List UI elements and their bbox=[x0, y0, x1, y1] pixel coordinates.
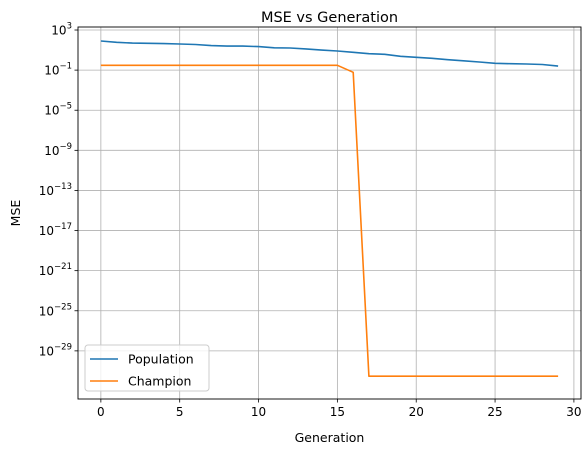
x-tick-label: 10 bbox=[251, 405, 266, 419]
legend: Population Champion bbox=[84, 344, 210, 392]
chart-title: MSE vs Generation bbox=[261, 10, 398, 26]
series-line-champion bbox=[100, 64, 559, 378]
x-tick-label: 15 bbox=[330, 405, 345, 419]
y-tick-label: 103 bbox=[51, 22, 72, 38]
plot-area bbox=[78, 27, 581, 399]
x-tick-label: 30 bbox=[566, 405, 581, 419]
x-tick-label: 0 bbox=[97, 405, 105, 419]
y-tick-label: 10−21 bbox=[39, 262, 72, 278]
grid bbox=[78, 27, 581, 399]
x-axis-label: Generation bbox=[295, 430, 365, 445]
series-layer bbox=[100, 40, 559, 378]
y-tick-label: 10−25 bbox=[39, 302, 72, 318]
legend-label-champion: Champion bbox=[128, 374, 191, 389]
x-tick-label: 25 bbox=[487, 405, 502, 419]
x-tick-label: 5 bbox=[176, 405, 184, 419]
y-axis-label: MSE bbox=[8, 200, 23, 227]
y-tick-label: 10−5 bbox=[44, 102, 72, 118]
series-line-population bbox=[100, 40, 559, 67]
plot-frame bbox=[77, 26, 582, 400]
x-tick-label: 20 bbox=[409, 405, 424, 419]
y-tick-label: 10−13 bbox=[39, 182, 72, 198]
y-tick-label: 10−1 bbox=[44, 62, 72, 78]
y-tick-label: 10−9 bbox=[44, 142, 72, 158]
y-tick-label: 10−17 bbox=[39, 222, 72, 238]
ticks: 0 5 10 15 20 25 30 103 10−1 10−5 10−9 10−13 10−17 10−… bbox=[39, 22, 582, 419]
legend-box bbox=[84, 344, 210, 392]
legend-label-population: Population bbox=[128, 352, 194, 367]
y-tick-label: 10−29 bbox=[39, 342, 72, 358]
